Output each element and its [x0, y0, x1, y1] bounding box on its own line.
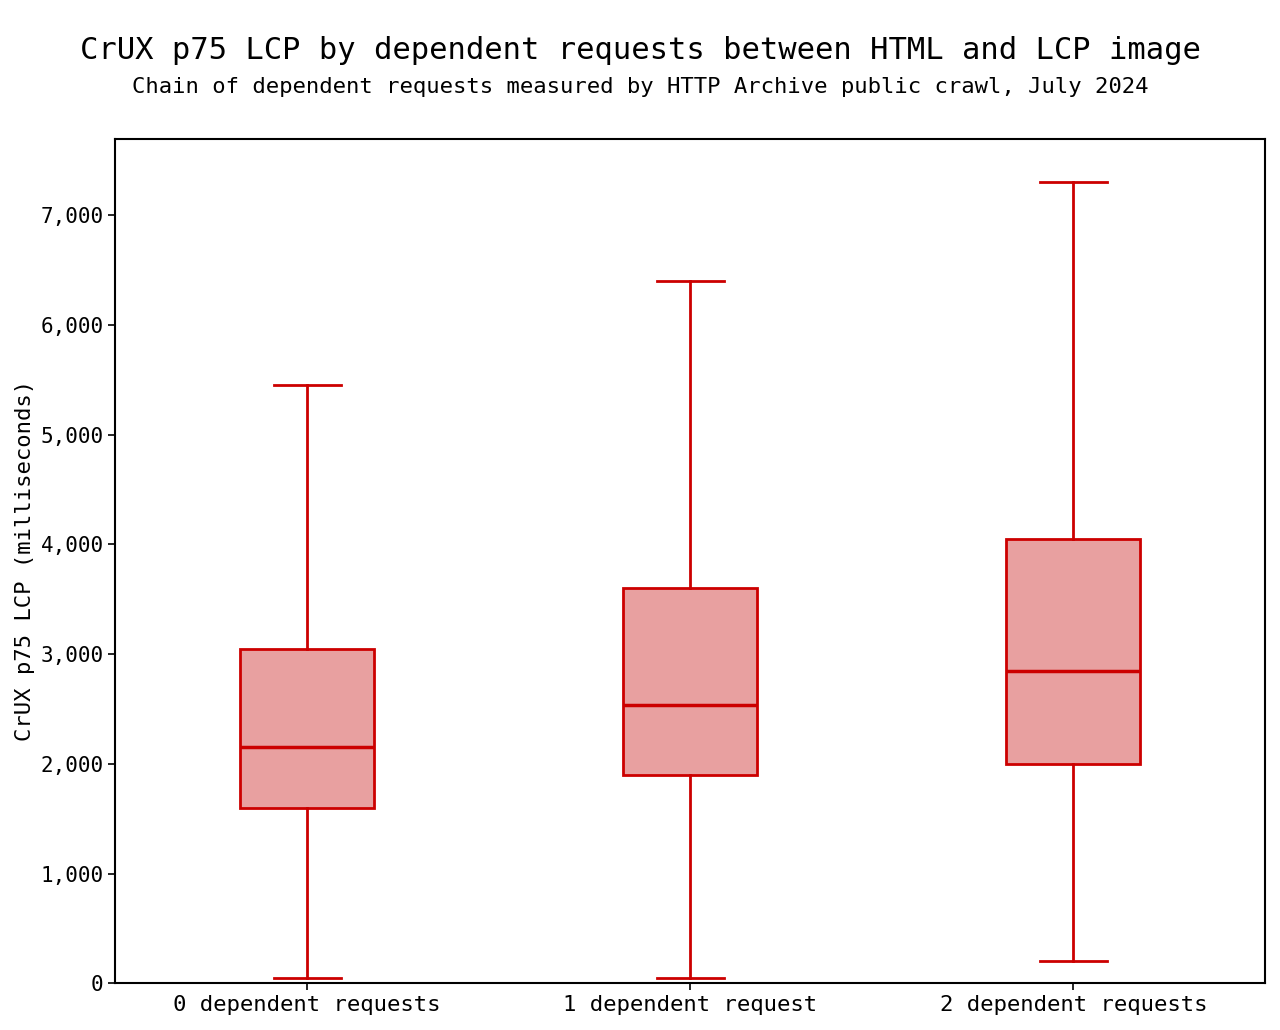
Bar: [1006, 539, 1140, 764]
Text: CrUX p75 LCP by dependent requests between HTML and LCP image: CrUX p75 LCP by dependent requests betwe…: [79, 36, 1201, 65]
Text: Chain of dependent requests measured by HTTP Archive public crawl, July 2024: Chain of dependent requests measured by …: [132, 77, 1148, 97]
Y-axis label: CrUX p75 LCP (milliseconds): CrUX p75 LCP (milliseconds): [15, 380, 35, 742]
Bar: [241, 649, 374, 808]
Bar: [623, 588, 758, 775]
